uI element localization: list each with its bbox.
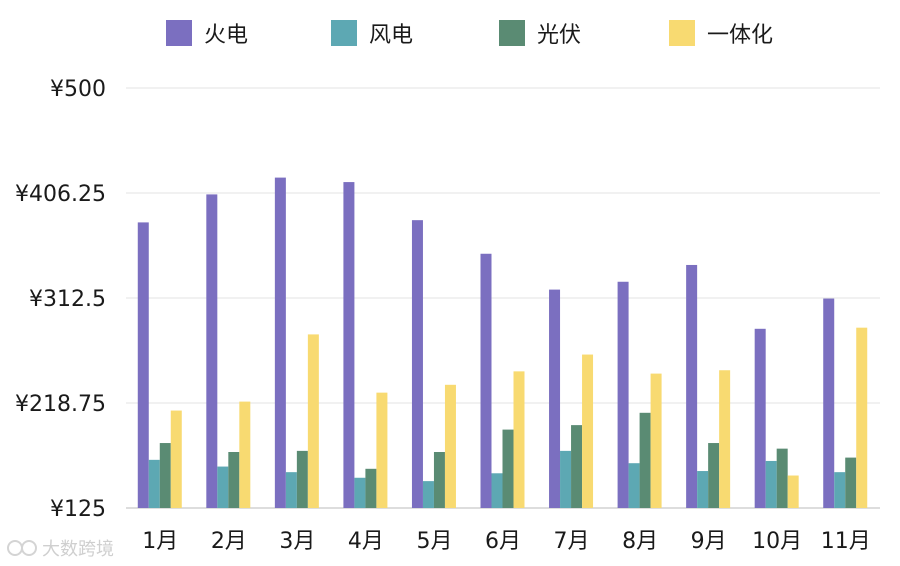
legend-label: 光伏 — [537, 23, 581, 48]
bar-2-10月 — [765, 460, 777, 508]
y-tick-label: ¥218.75 — [15, 392, 106, 417]
x-axis: 1月 2月 3月 4月 5月 6月 7月 8月 9月 10月 11月 — [142, 529, 870, 554]
bar-3-1月 — [159, 443, 171, 508]
x-tick-label: 9月 — [691, 529, 727, 554]
y-tick-label: ¥312.5 — [29, 287, 106, 312]
legend-label: 火电 — [204, 23, 248, 48]
y-axis: ¥125 ¥218.75 ¥312.5 ¥406.25 ¥500 — [15, 77, 106, 522]
bar-4-6月 — [513, 371, 525, 508]
x-tick-label: 4月 — [348, 529, 384, 554]
legend-label: 风电 — [369, 23, 413, 48]
x-tick-label: 7月 — [554, 529, 590, 554]
bar-3-9月 — [708, 443, 720, 508]
bar-1-8月 — [617, 281, 629, 508]
bar-1-9月 — [686, 264, 698, 508]
bar-2-6月 — [491, 473, 503, 508]
bar-2-4月 — [354, 477, 366, 508]
bars — [137, 177, 868, 508]
watermark-logo-icon — [7, 540, 37, 556]
x-tick-label: 2月 — [211, 529, 247, 554]
bar-2-11月 — [834, 472, 846, 508]
bar-2-1月 — [148, 459, 160, 508]
bar-1-3月 — [274, 177, 286, 508]
bar-3-5月 — [433, 452, 445, 508]
watermark: 大数跨境 — [7, 539, 114, 560]
bar-1-10月 — [754, 328, 766, 508]
bar-2-3月 — [285, 472, 297, 508]
legend: 火电 风电 光伏 一体化 — [166, 20, 773, 48]
watermark-text: 大数跨境 — [42, 539, 114, 560]
legend-label: 一体化 — [707, 23, 773, 48]
x-tick-label: 8月 — [622, 529, 658, 554]
bar-1-2月 — [206, 194, 218, 508]
bar-1-11月 — [823, 298, 835, 508]
bar-4-11月 — [856, 327, 868, 508]
bar-3-3月 — [296, 450, 308, 508]
y-tick-label: ¥125 — [50, 497, 106, 522]
bar-3-8月 — [639, 412, 651, 508]
bar-4-9月 — [719, 370, 731, 508]
bar-4-7月 — [582, 354, 594, 508]
bar-4-1月 — [170, 410, 182, 508]
legend-swatch — [331, 20, 357, 46]
bar-4-3月 — [307, 334, 319, 508]
bar-2-5月 — [422, 481, 434, 508]
bar-3-4月 — [365, 468, 377, 508]
bar-1-5月 — [411, 220, 423, 508]
bar-2-2月 — [217, 466, 229, 508]
bar-4-5月 — [444, 384, 456, 508]
bar-1-4月 — [343, 182, 355, 508]
x-tick-label: 11月 — [821, 529, 871, 554]
bar-4-10月 — [787, 475, 799, 508]
x-tick-label: 3月 — [279, 529, 315, 554]
bar-2-7月 — [560, 450, 572, 508]
bar-3-2月 — [228, 452, 240, 508]
bar-1-7月 — [549, 289, 561, 508]
bar-3-7月 — [571, 425, 583, 508]
legend-swatch — [166, 20, 192, 46]
bar-4-8月 — [650, 373, 662, 508]
bar-2-9月 — [697, 471, 709, 508]
bar-4-4月 — [376, 392, 388, 508]
y-tick-label: ¥406.25 — [15, 182, 106, 207]
x-tick-label: 10月 — [752, 529, 802, 554]
legend-swatch — [499, 20, 525, 46]
bar-4-2月 — [239, 401, 251, 508]
x-tick-label: 1月 — [142, 529, 178, 554]
x-tick-label: 6月 — [485, 529, 521, 554]
gridlines — [126, 87, 880, 509]
bar-3-11月 — [845, 457, 857, 508]
x-tick-label: 5月 — [416, 529, 452, 554]
bar-3-10月 — [776, 448, 788, 508]
bar-2-8月 — [628, 463, 640, 508]
y-tick-label: ¥500 — [50, 77, 106, 102]
bar-1-6月 — [480, 253, 492, 508]
legend-swatch — [669, 20, 695, 46]
bar-3-6月 — [502, 429, 514, 508]
bar-1-1月 — [137, 222, 149, 508]
